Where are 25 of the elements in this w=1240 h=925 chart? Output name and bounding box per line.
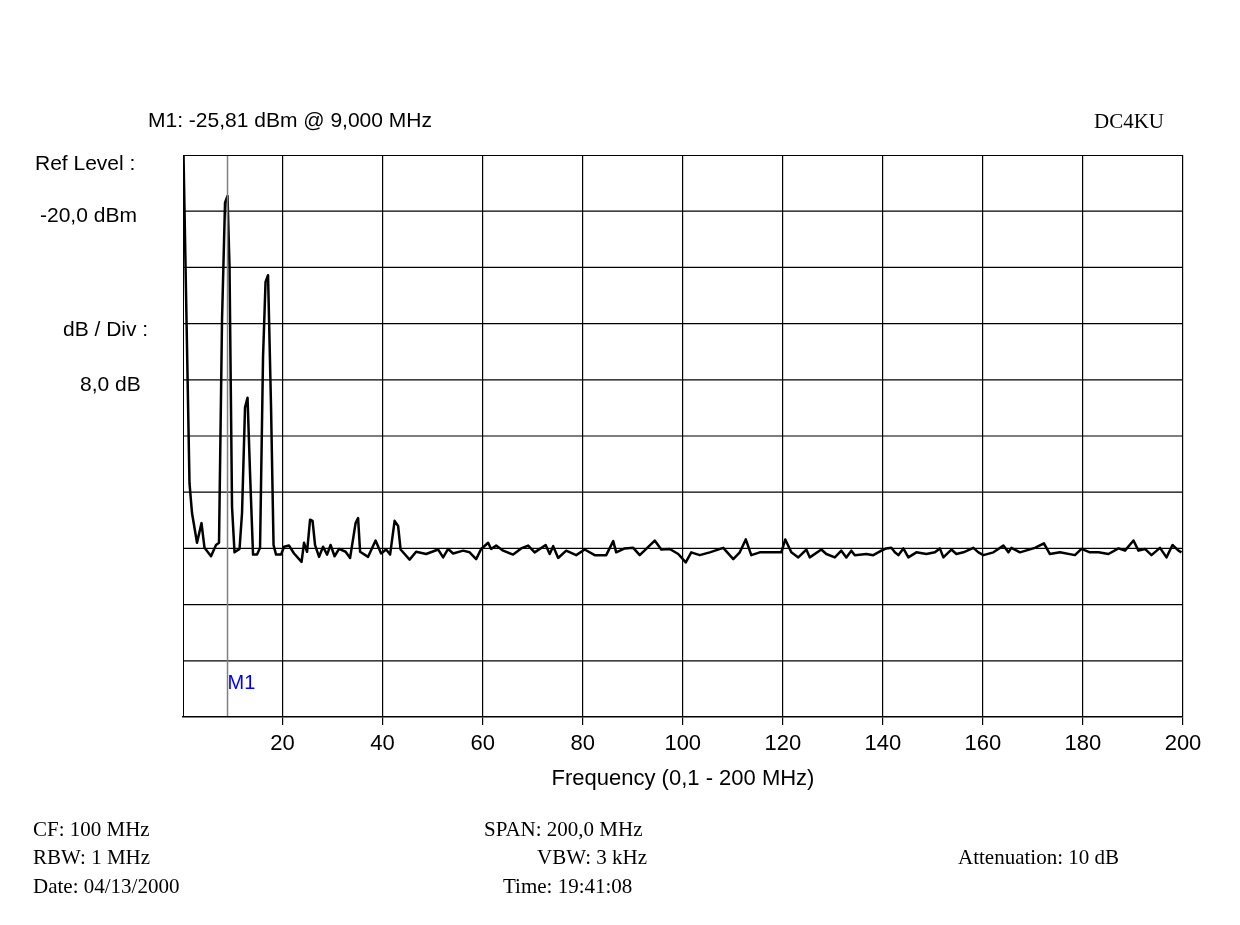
text: Time: 19:41:08 [503, 873, 633, 898]
text: CF: 100 MHz [33, 816, 150, 841]
text: SPAN: 200,0 MHz [484, 816, 643, 841]
text: -20,0 dBm [40, 202, 137, 226]
x-tick-label: 40 [370, 730, 395, 756]
ref-line-label: M1 [227, 670, 256, 693]
text: 8,0 dB [80, 371, 141, 395]
x-tick-label: 80 [570, 730, 595, 756]
x-tick-label: 60 [470, 730, 495, 756]
text: dB / Div : [63, 316, 149, 340]
x-tick-label: 200 [1164, 730, 1202, 756]
text: Attenuation: 10 dB [958, 844, 1119, 869]
x-tick-label: 140 [864, 730, 902, 756]
text: DC4KU [1094, 108, 1165, 133]
x-tick-label: 160 [964, 730, 1002, 756]
x-axis-title: Frequency (0,1 - 200 MHz) [551, 764, 815, 790]
text: Date: 04/13/2000 [33, 873, 180, 898]
x-tick-label: 180 [1064, 730, 1102, 756]
text: Ref Level : [35, 150, 136, 174]
x-tick-label: 100 [664, 730, 702, 756]
text: M1: -25,81 dBm @ 9,000 MHz [148, 107, 432, 131]
text: RBW: 1 MHz [33, 844, 151, 869]
x-tick-label: 120 [764, 730, 802, 756]
text: VBW: 3 kHz [537, 844, 648, 869]
x-tick-label: 20 [270, 730, 295, 756]
